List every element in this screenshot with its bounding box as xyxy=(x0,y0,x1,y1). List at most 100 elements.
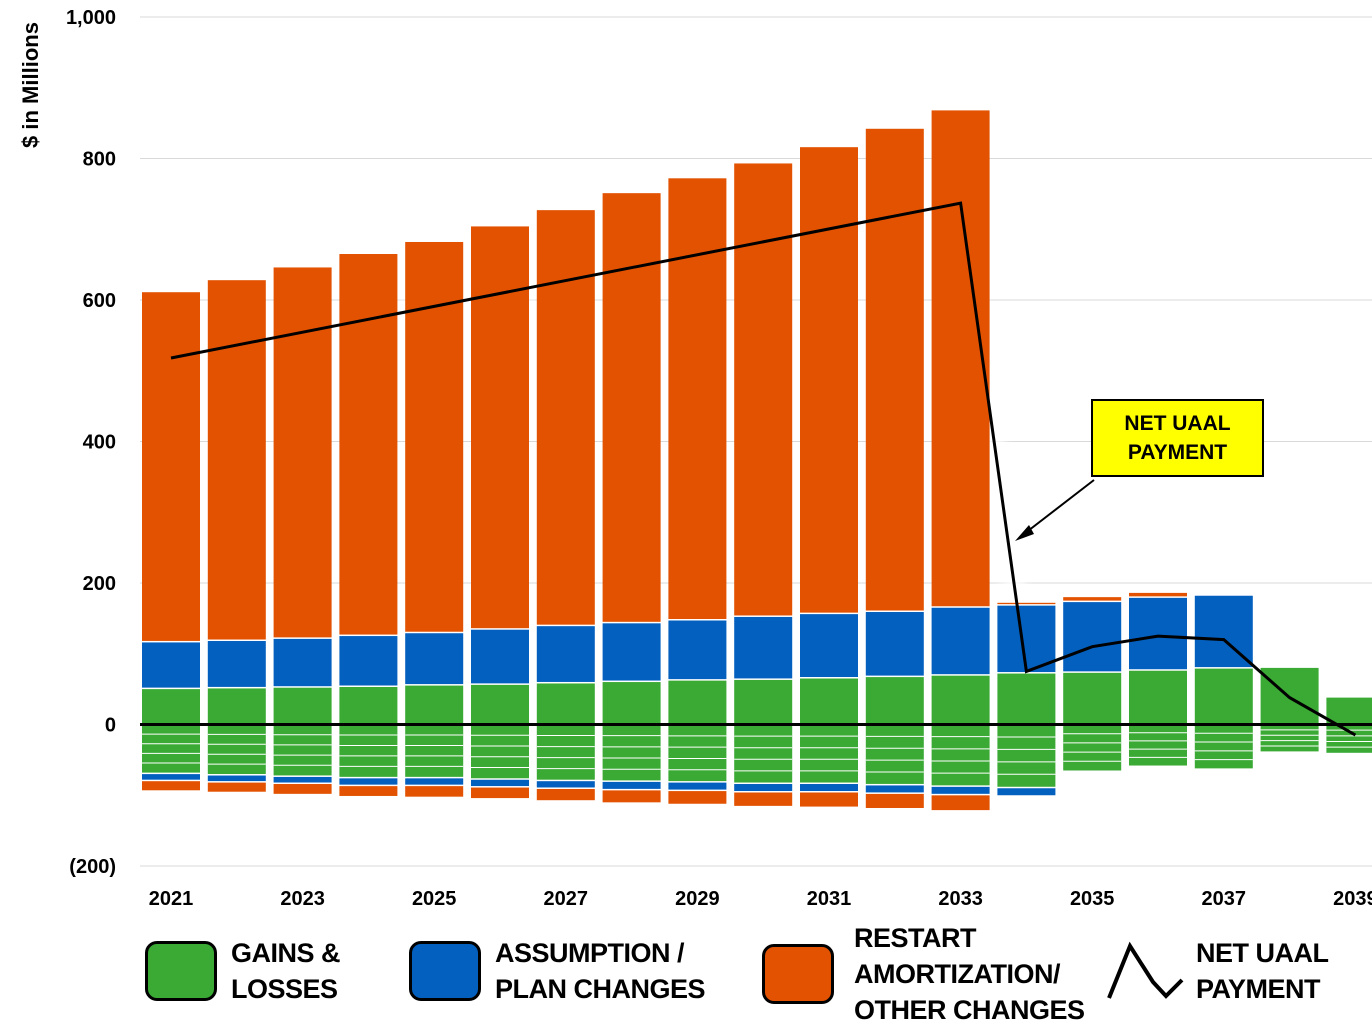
y-tick-label: 400 xyxy=(83,432,116,454)
bar-segment xyxy=(1063,602,1122,672)
bar-segment xyxy=(865,726,924,784)
callout-arrow xyxy=(1015,479,1095,541)
bar-segment xyxy=(405,685,464,723)
bar-segment xyxy=(800,147,858,613)
y-tick-label: 600 xyxy=(83,290,116,312)
bar-segment xyxy=(668,782,727,790)
bar-segment xyxy=(931,726,990,786)
legend-item-assumption: ASSUMPTION / PLAN CHANGES xyxy=(409,935,706,1007)
bar-segment xyxy=(1063,726,1122,771)
bar-segment xyxy=(207,641,266,687)
bar-segment xyxy=(1129,597,1187,670)
net-uaal-callout: NET UAAL PAYMENT xyxy=(1091,399,1264,477)
y-tick-labels: (200) 0 200 400 600 800 1,000 xyxy=(66,7,116,878)
bar-segment xyxy=(142,774,200,780)
bar-segment xyxy=(931,110,990,607)
x-tick-label: 2035 xyxy=(1070,888,1115,910)
bar-segment xyxy=(602,781,661,789)
bar-segment xyxy=(734,726,793,783)
bar-segment xyxy=(1326,697,1372,723)
bar-segment xyxy=(734,616,793,679)
bar-segment xyxy=(602,726,661,781)
bar-segment xyxy=(1129,670,1187,723)
bar-segment xyxy=(471,629,529,684)
x-tick-label: 2021 xyxy=(149,888,194,910)
bar-segment xyxy=(339,687,398,723)
bar-segment xyxy=(734,792,793,806)
bar-segment xyxy=(142,642,200,688)
bar-segment xyxy=(405,241,464,632)
bar-segment xyxy=(405,778,464,785)
bar-segment xyxy=(734,679,793,723)
x-tick-labels: 2021 2023 2025 2027 2029 2031 2033 2035 2037 2039 xyxy=(149,888,1372,910)
bar-segment xyxy=(668,791,727,804)
bar-segment xyxy=(931,607,990,675)
bar-segment xyxy=(865,612,924,676)
bar-segment xyxy=(405,633,464,685)
bar-segment xyxy=(602,682,661,723)
bar-segment xyxy=(405,786,464,797)
bar-segment xyxy=(997,726,1056,787)
bar-segment xyxy=(602,193,661,622)
bar-segment xyxy=(865,785,924,793)
bar-segment xyxy=(1063,672,1122,723)
bar-segment xyxy=(471,787,529,799)
x-tick-label: 2023 xyxy=(280,888,325,910)
bar-segment xyxy=(668,178,727,619)
bar-segment xyxy=(142,689,200,723)
bar-segment xyxy=(1129,592,1187,597)
bar-segment xyxy=(602,623,661,681)
bar-segment xyxy=(536,210,595,625)
bar-segment xyxy=(207,782,266,792)
bar-segment xyxy=(1194,668,1253,723)
y-tick-label: 800 xyxy=(83,149,116,171)
chart: (200) 0 200 400 600 800 1,000 2021 2023 2025 2027… xyxy=(18,7,1372,910)
bar-segment xyxy=(142,726,200,773)
bar-segment xyxy=(207,775,266,782)
bar-segment xyxy=(668,680,727,723)
bar-segment xyxy=(273,784,332,794)
bar-segment xyxy=(931,786,990,794)
x-tick-label: 2039 xyxy=(1333,888,1372,910)
bar-segment xyxy=(602,790,661,803)
bar-segment xyxy=(997,673,1056,723)
x-tick-label: 2029 xyxy=(675,888,720,910)
y-tick-label: 200 xyxy=(83,573,116,595)
bar-segment xyxy=(931,795,990,811)
bar-segment xyxy=(536,683,595,723)
y-tick-label: 1,000 xyxy=(66,7,116,29)
bar-segment xyxy=(339,778,398,785)
bar-segment xyxy=(405,726,464,777)
bar-segment xyxy=(339,726,398,777)
bar-segment xyxy=(273,267,332,638)
bar-segment xyxy=(997,602,1056,605)
y-tick-label: (200) xyxy=(69,856,116,878)
callout-line1: NET UAAL xyxy=(1124,412,1231,435)
bar-segment xyxy=(800,792,858,807)
legend-label-net: NET UAAL PAYMENT xyxy=(1196,938,1329,1004)
bar-segment xyxy=(536,626,595,682)
bar-segment xyxy=(207,726,266,775)
y-tick-label: 0 xyxy=(105,715,116,737)
bar-segment xyxy=(865,677,924,723)
legend-item-net: NET UAAL PAYMENT xyxy=(1106,935,1329,1007)
bar-segment xyxy=(800,678,858,723)
legend-line-icon xyxy=(1107,941,1184,999)
bar-segment xyxy=(536,781,595,788)
legend-swatch-assumption xyxy=(409,941,481,1001)
bar-segment xyxy=(1129,726,1187,766)
bar-segment xyxy=(865,128,924,611)
bar-segment xyxy=(734,163,793,616)
bar-segment xyxy=(865,793,924,808)
bar-segment xyxy=(339,786,398,796)
x-tick-label: 2031 xyxy=(807,888,852,910)
legend-swatch-gains xyxy=(145,941,217,1001)
bar-segment xyxy=(142,292,200,641)
callout-line2: PAYMENT xyxy=(1127,441,1228,464)
bar-segment xyxy=(931,675,990,723)
bar-segment xyxy=(1194,726,1253,769)
bar-segment xyxy=(273,638,332,687)
bar-segment xyxy=(471,226,529,629)
bar-segment xyxy=(273,726,332,776)
bar-segment xyxy=(273,687,332,723)
